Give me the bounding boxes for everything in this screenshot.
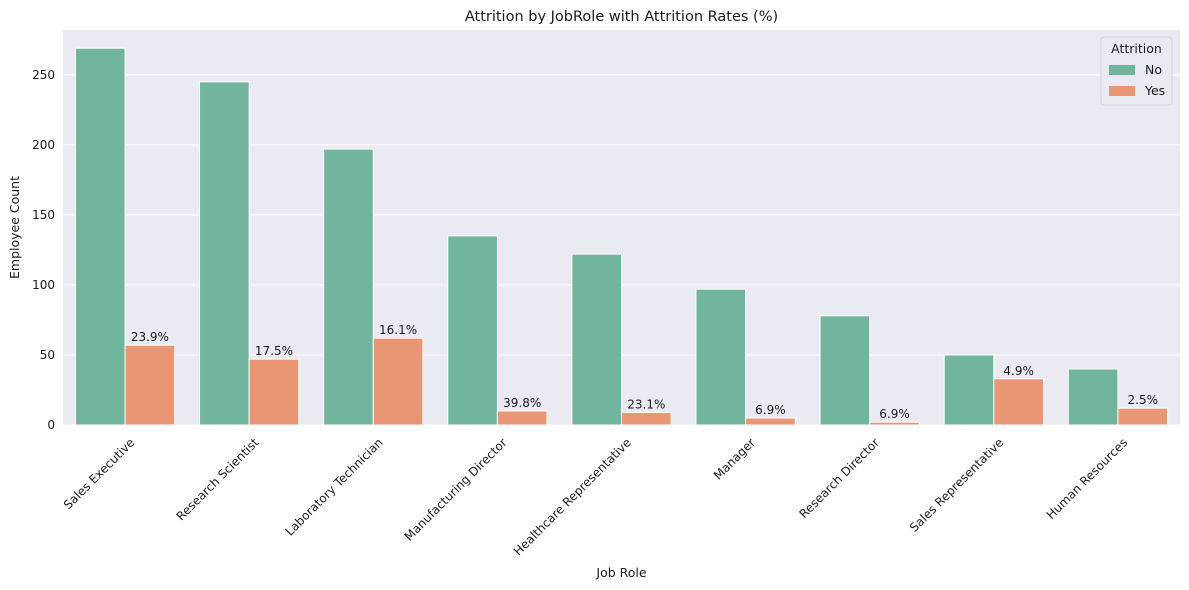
x-tick-label: Research Director bbox=[796, 435, 882, 521]
bars bbox=[74, 47, 1169, 426]
x-tick-label: Research Scientist bbox=[174, 435, 262, 523]
legend-label-yes: Yes bbox=[1144, 83, 1165, 98]
bar-labels: 23.9% 17.5% 16.1% 39.8% 23.1% 6.9% 6.9% 4.9% 2.5… bbox=[131, 323, 1158, 421]
bar-yes-sales-representative bbox=[993, 378, 1044, 426]
y-tick-label: 200 bbox=[32, 138, 55, 152]
legend-swatch-yes bbox=[1109, 86, 1135, 96]
x-tick-label: Healthcare Representative bbox=[511, 435, 634, 558]
bar-yes-healthcare-representative bbox=[621, 411, 672, 426]
bar-data-label: 17.5% bbox=[255, 344, 293, 358]
legend-title: Attrition bbox=[1111, 41, 1162, 56]
bar-yes-sales-executive bbox=[124, 344, 176, 426]
bar-data-label: 23.9% bbox=[131, 330, 169, 344]
x-tick-label: Sales Representative bbox=[907, 435, 1006, 534]
legend-label-no: No bbox=[1145, 62, 1162, 77]
bar-no-human-resources bbox=[1067, 368, 1119, 426]
y-tick-label: 250 bbox=[32, 68, 55, 82]
bar-data-label: 2.5% bbox=[1128, 393, 1159, 407]
bar-data-label: 39.8% bbox=[503, 396, 541, 410]
legend-swatch-no bbox=[1109, 65, 1135, 75]
bar-no-laboratory-technician bbox=[323, 148, 374, 426]
bar-data-label: 16.1% bbox=[379, 323, 417, 337]
bar-no-healthcare-representative bbox=[571, 253, 622, 426]
bar-data-label: 6.9% bbox=[755, 403, 786, 417]
y-tick-label: 150 bbox=[32, 208, 55, 222]
y-tick-label: 0 bbox=[47, 418, 55, 432]
bar-yes-research-scientist bbox=[248, 358, 300, 426]
x-axis-label: Job Role bbox=[595, 565, 646, 580]
bar-data-label: 23.1% bbox=[627, 397, 665, 411]
bar-yes-manager bbox=[745, 417, 796, 426]
bar-no-manufacturing-director bbox=[447, 235, 498, 426]
x-tick-label: Manufacturing Director bbox=[402, 435, 510, 543]
bar-no-manager bbox=[695, 288, 747, 426]
y-axis-label: Employee Count bbox=[7, 176, 22, 279]
legend: Attrition No Yes bbox=[1100, 36, 1173, 106]
bar-yes-manufacturing-director bbox=[496, 410, 548, 426]
x-tick-label: Human Resources bbox=[1044, 435, 1131, 522]
bar-no-research-director bbox=[819, 315, 871, 426]
bar-no-sales-representative bbox=[943, 354, 995, 426]
chart-title: Attrition by JobRole with Attrition Rate… bbox=[465, 9, 778, 25]
bar-data-label: 4.9% bbox=[1003, 364, 1034, 378]
bar-yes-human-resources bbox=[1117, 407, 1169, 426]
bar-no-sales-executive bbox=[74, 47, 126, 426]
bar-data-label: 6.9% bbox=[879, 407, 910, 421]
x-tick-label: Sales Executive bbox=[61, 435, 138, 512]
bar-no-research-scientist bbox=[199, 81, 250, 426]
x-tick-label: Manager bbox=[711, 435, 758, 482]
bar-yes-research-director bbox=[869, 421, 920, 426]
x-axis-ticks: Sales Executive Research Scientist Laborat… bbox=[61, 435, 1130, 558]
y-tick-label: 100 bbox=[32, 278, 55, 292]
x-tick-label: Laboratory Technician bbox=[282, 435, 385, 538]
y-tick-label: 50 bbox=[40, 348, 55, 362]
bar-yes-laboratory-technician bbox=[372, 337, 424, 426]
y-axis-ticks: 0 50 100 150 200 250 bbox=[32, 68, 55, 432]
